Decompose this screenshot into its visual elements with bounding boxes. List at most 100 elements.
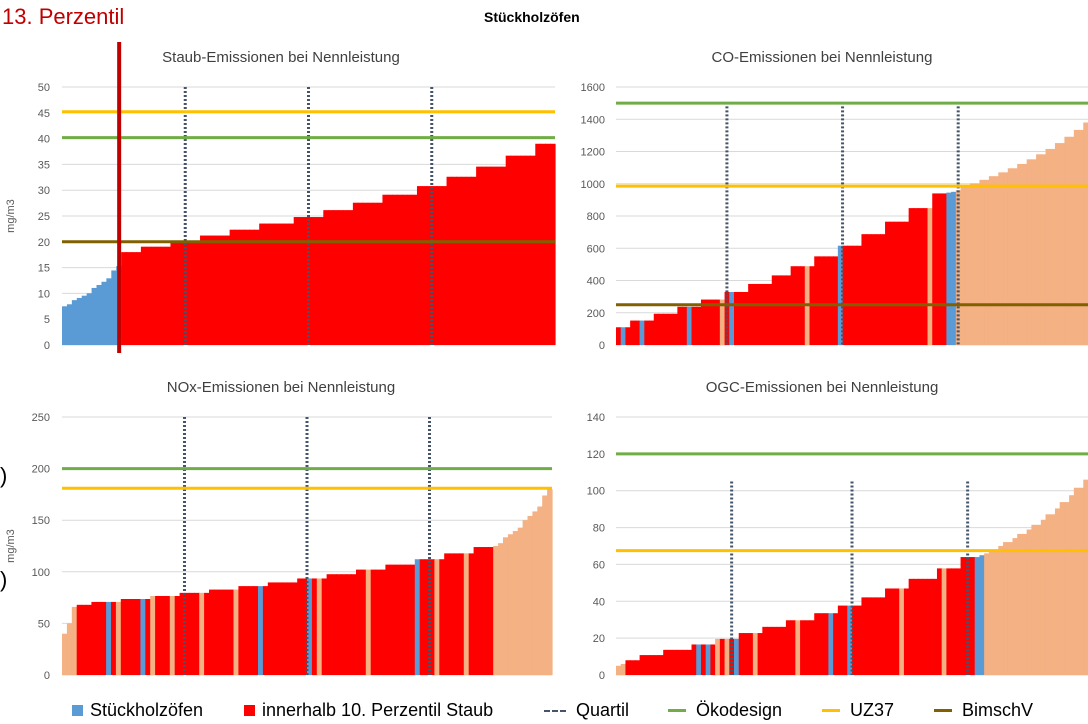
bar <box>387 194 393 345</box>
bar <box>1021 163 1028 345</box>
bar <box>861 234 867 345</box>
bar <box>278 223 285 345</box>
y-tick-label: 140 <box>587 412 605 424</box>
chart-ogc: 0 20 40 60 80 100 120 140 OGC-Emissionen bei Nen… <box>587 379 1088 682</box>
bar <box>111 270 117 345</box>
bar <box>190 241 196 345</box>
bar <box>719 299 726 345</box>
bar <box>91 601 97 675</box>
bar <box>1073 129 1080 345</box>
bar <box>223 589 230 675</box>
bar <box>1078 487 1084 675</box>
bar <box>160 246 167 345</box>
bar <box>372 202 379 345</box>
legend-swatch <box>244 705 255 716</box>
bar <box>527 515 533 675</box>
legend-label: innerhalb 10. Perzentil Staub <box>262 700 494 720</box>
bar <box>828 613 834 675</box>
bar <box>164 595 171 675</box>
bar <box>507 534 514 675</box>
bar <box>620 663 627 675</box>
bar <box>234 229 241 345</box>
bar <box>150 246 157 345</box>
bar <box>1054 508 1061 675</box>
y-axis-label: mg/m3 <box>5 529 17 563</box>
bar <box>451 176 457 345</box>
bar <box>785 620 792 675</box>
bar <box>375 569 382 675</box>
bar <box>96 601 102 675</box>
chart-legend: Stückholzöfen innerhalb 10. Perzentil St… <box>72 700 1088 722</box>
bar <box>318 217 324 345</box>
bar <box>729 638 735 675</box>
bar <box>471 176 477 345</box>
bar <box>473 547 480 675</box>
bar <box>145 246 152 345</box>
bar <box>715 638 721 675</box>
bar <box>463 553 470 675</box>
bar <box>833 256 839 345</box>
bar <box>522 520 529 675</box>
bar <box>273 223 280 345</box>
edge-fragment-2: ) <box>0 567 8 592</box>
bar <box>705 644 711 675</box>
bar <box>663 649 669 675</box>
bar <box>412 194 418 345</box>
bar <box>918 578 924 675</box>
bar <box>454 553 460 675</box>
bar <box>180 241 186 345</box>
bar <box>814 613 820 675</box>
bar <box>691 644 697 675</box>
bar <box>932 193 938 345</box>
bar <box>644 655 650 675</box>
y-axis-label: mg/m3 <box>5 199 17 233</box>
bar <box>512 531 519 675</box>
bar <box>71 300 78 345</box>
bar <box>866 234 872 345</box>
bar <box>781 626 787 675</box>
bar <box>254 229 260 345</box>
legend-swatch <box>668 709 686 712</box>
bar <box>520 155 527 345</box>
y-tick-label: 400 <box>587 276 605 288</box>
bar <box>365 569 372 675</box>
bar <box>870 234 877 345</box>
bar <box>1007 168 1014 345</box>
bar <box>269 223 275 345</box>
page-heading: 13. Perzentil <box>2 4 125 29</box>
bar <box>409 564 416 675</box>
bar <box>710 644 716 675</box>
bar <box>630 660 636 675</box>
bar <box>979 179 985 345</box>
bar <box>160 595 166 675</box>
bar <box>175 241 181 345</box>
bar <box>889 221 896 345</box>
bar <box>380 569 386 675</box>
y-tick-label: 600 <box>587 243 605 255</box>
bar <box>115 601 122 675</box>
bar <box>140 598 146 675</box>
bar <box>434 559 440 675</box>
bar <box>1021 533 1028 675</box>
bar <box>894 221 900 345</box>
y-tick-label: 250 <box>32 412 50 424</box>
y-tick-label: 35 <box>38 159 50 171</box>
bar <box>1050 148 1056 345</box>
bar <box>106 278 112 345</box>
bar <box>431 186 438 345</box>
bar <box>259 223 265 345</box>
bar <box>338 210 344 345</box>
bar <box>672 313 678 345</box>
bar <box>130 598 137 675</box>
bar <box>429 559 435 675</box>
bar <box>852 605 858 675</box>
chart-title: CO-Emissionen bei Nennleistung <box>712 49 933 66</box>
bar <box>321 578 328 675</box>
bar <box>478 547 484 675</box>
bar <box>458 553 465 675</box>
y-tick-label: 30 <box>38 185 50 197</box>
bar <box>362 202 369 345</box>
bar <box>370 569 377 675</box>
bar <box>239 229 246 345</box>
bar <box>649 655 655 675</box>
